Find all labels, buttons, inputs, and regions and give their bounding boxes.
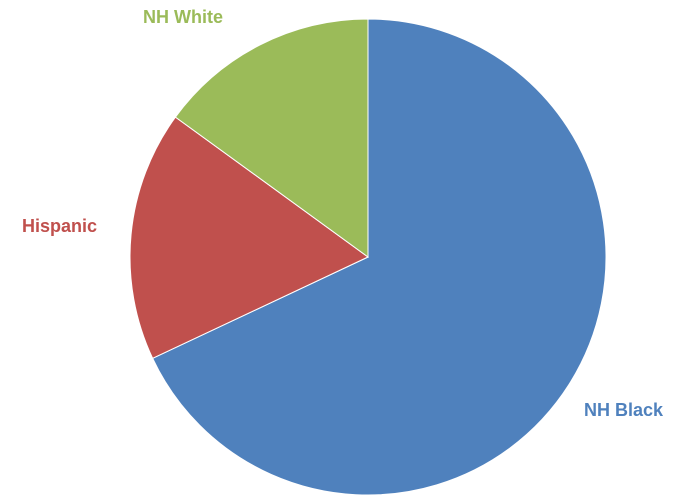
pie-slice-nh-black bbox=[151, 18, 607, 496]
pie-slice-nh-white bbox=[174, 18, 369, 258]
slice-label-nh-black: NH Black bbox=[584, 400, 664, 420]
pie-slices bbox=[129, 18, 607, 496]
slice-label-nh-white: NH White bbox=[143, 7, 223, 27]
slice-label-hispanic: Hispanic bbox=[22, 216, 97, 236]
pie-labels: NH Black Hispanic NH White bbox=[22, 7, 664, 420]
pie-slice-hispanic bbox=[129, 116, 369, 360]
